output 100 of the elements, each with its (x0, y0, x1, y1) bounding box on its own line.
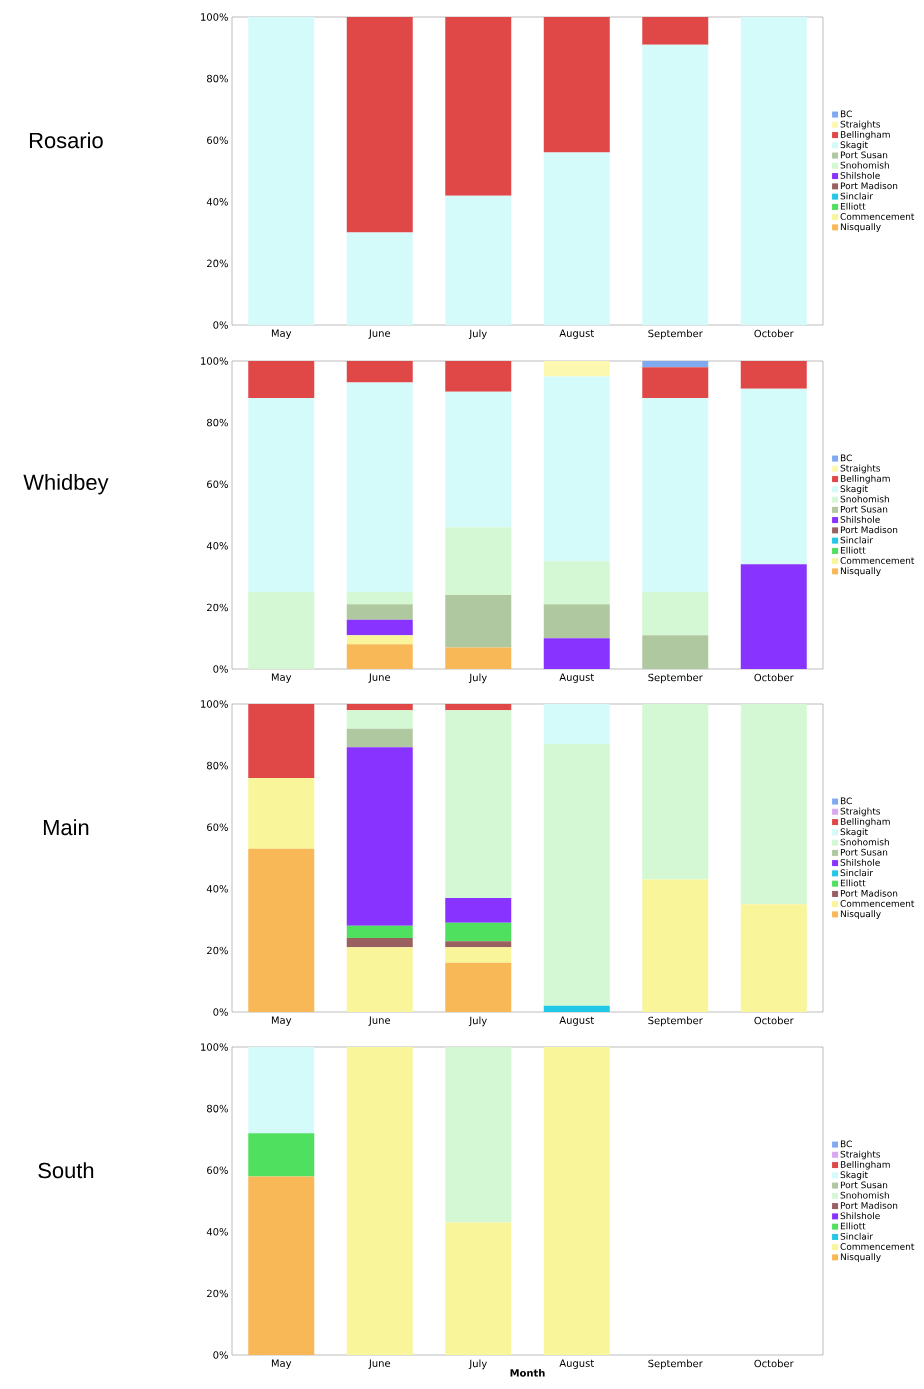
legend-label: Straights (840, 120, 881, 130)
bar (543, 1005, 610, 1013)
bar (248, 397, 315, 593)
legend-label: Skagit (840, 141, 868, 150)
legend-label: Bellingham (840, 130, 890, 140)
y-tick-label: 100% (201, 357, 228, 365)
bar (445, 17, 512, 196)
y-tick-label: 0% (213, 1008, 228, 1016)
bar (642, 879, 709, 1013)
legend-label: Elliott (840, 202, 866, 210)
bar (445, 391, 512, 528)
bar (248, 777, 315, 849)
bar (445, 710, 512, 899)
bar (445, 704, 512, 711)
bar (642, 361, 709, 368)
legend-label: Snohomish (840, 838, 889, 846)
bar (346, 17, 413, 233)
legend-label: Port Madison (840, 182, 898, 190)
y-tick-label: 60% (207, 1166, 228, 1174)
legend-label: Bellingham (840, 474, 890, 484)
bar (346, 938, 413, 948)
legend-label: Shilshole (840, 858, 880, 866)
legend-label: Nisqually (840, 910, 881, 919)
bar (642, 635, 709, 670)
x-tick-label: August (559, 1016, 594, 1026)
bar (346, 361, 413, 383)
legend-label: Port Madison (840, 1201, 898, 1209)
bar (543, 17, 610, 153)
bar (346, 947, 413, 1013)
x-tick-label: September (648, 1016, 703, 1027)
legend-label: Skagit (840, 485, 868, 494)
text: Whidbey (23, 473, 109, 495)
bar (248, 592, 315, 670)
y-tick-label: 60% (207, 480, 228, 488)
x-tick-label: October (754, 673, 794, 682)
legend-label: Skagit (840, 828, 868, 837)
y-tick-label: 0% (213, 1351, 228, 1359)
x-axis-title: Month (510, 1369, 545, 1377)
x-tick-label: September (648, 1359, 703, 1370)
y-tick-label: 100% (201, 1043, 228, 1051)
x-tick-label: July (468, 673, 487, 684)
y-tick-label: 20% (207, 946, 228, 955)
x-tick-label: June (368, 1359, 391, 1369)
y-tick-label: 80% (207, 74, 228, 83)
y-tick-label: 100% (201, 13, 228, 21)
y-tick-label: 20% (207, 1289, 228, 1298)
legend-label: Straights (840, 1150, 881, 1160)
bar (346, 382, 413, 593)
bar (346, 747, 413, 926)
x-tick-label: July (468, 1016, 487, 1027)
bar (642, 17, 709, 45)
bar (248, 361, 315, 398)
bar (445, 1222, 512, 1356)
legend-label: BC (840, 1140, 852, 1148)
bar (740, 904, 807, 1013)
legend-label: Sinclair (840, 1232, 874, 1240)
bar (445, 922, 512, 942)
bar (346, 619, 413, 636)
x-tick-label: May (271, 1016, 292, 1026)
legend-label: Nisqually (840, 223, 881, 232)
bar (740, 388, 807, 565)
legend-label: Shilshole (840, 1212, 880, 1220)
bar (543, 376, 610, 562)
bar (642, 397, 709, 593)
x-tick-label: August (559, 329, 594, 339)
legend-label: Sinclair (840, 192, 874, 200)
text: Main (43, 819, 89, 836)
bar (445, 595, 512, 648)
bar (346, 635, 413, 645)
bar (543, 704, 610, 745)
bar (642, 592, 709, 636)
bar (346, 1047, 413, 1356)
bar (740, 17, 807, 325)
bar (248, 1047, 315, 1134)
x-tick-label: June (368, 329, 391, 339)
x-tick-label: May (271, 1359, 292, 1369)
bar (642, 367, 709, 398)
y-tick-label: 40% (206, 542, 228, 550)
bar (445, 947, 512, 963)
text: South (38, 1162, 94, 1179)
bar (346, 704, 413, 711)
y-tick-label: 60% (207, 136, 228, 144)
bar (740, 564, 807, 670)
y-tick-label: 40% (206, 1228, 228, 1236)
legend-label: BC (840, 454, 852, 462)
legend-label: Sinclair (840, 869, 874, 877)
legend-label: Skagit (840, 1171, 868, 1180)
x-tick-label: October (754, 1016, 794, 1025)
legend-label: Commencement (840, 213, 915, 220)
legend-label: Nisqually (840, 1253, 881, 1262)
bar (543, 361, 610, 377)
bar (445, 527, 512, 596)
bar (642, 704, 709, 880)
legend-label: Commencement (840, 900, 915, 907)
x-tick-label: July (468, 1359, 487, 1370)
bar (248, 17, 315, 325)
y-tick-label: 20% (207, 259, 228, 268)
legend-label: Port Susan (840, 151, 888, 159)
bar (248, 704, 315, 778)
bar (445, 647, 512, 670)
